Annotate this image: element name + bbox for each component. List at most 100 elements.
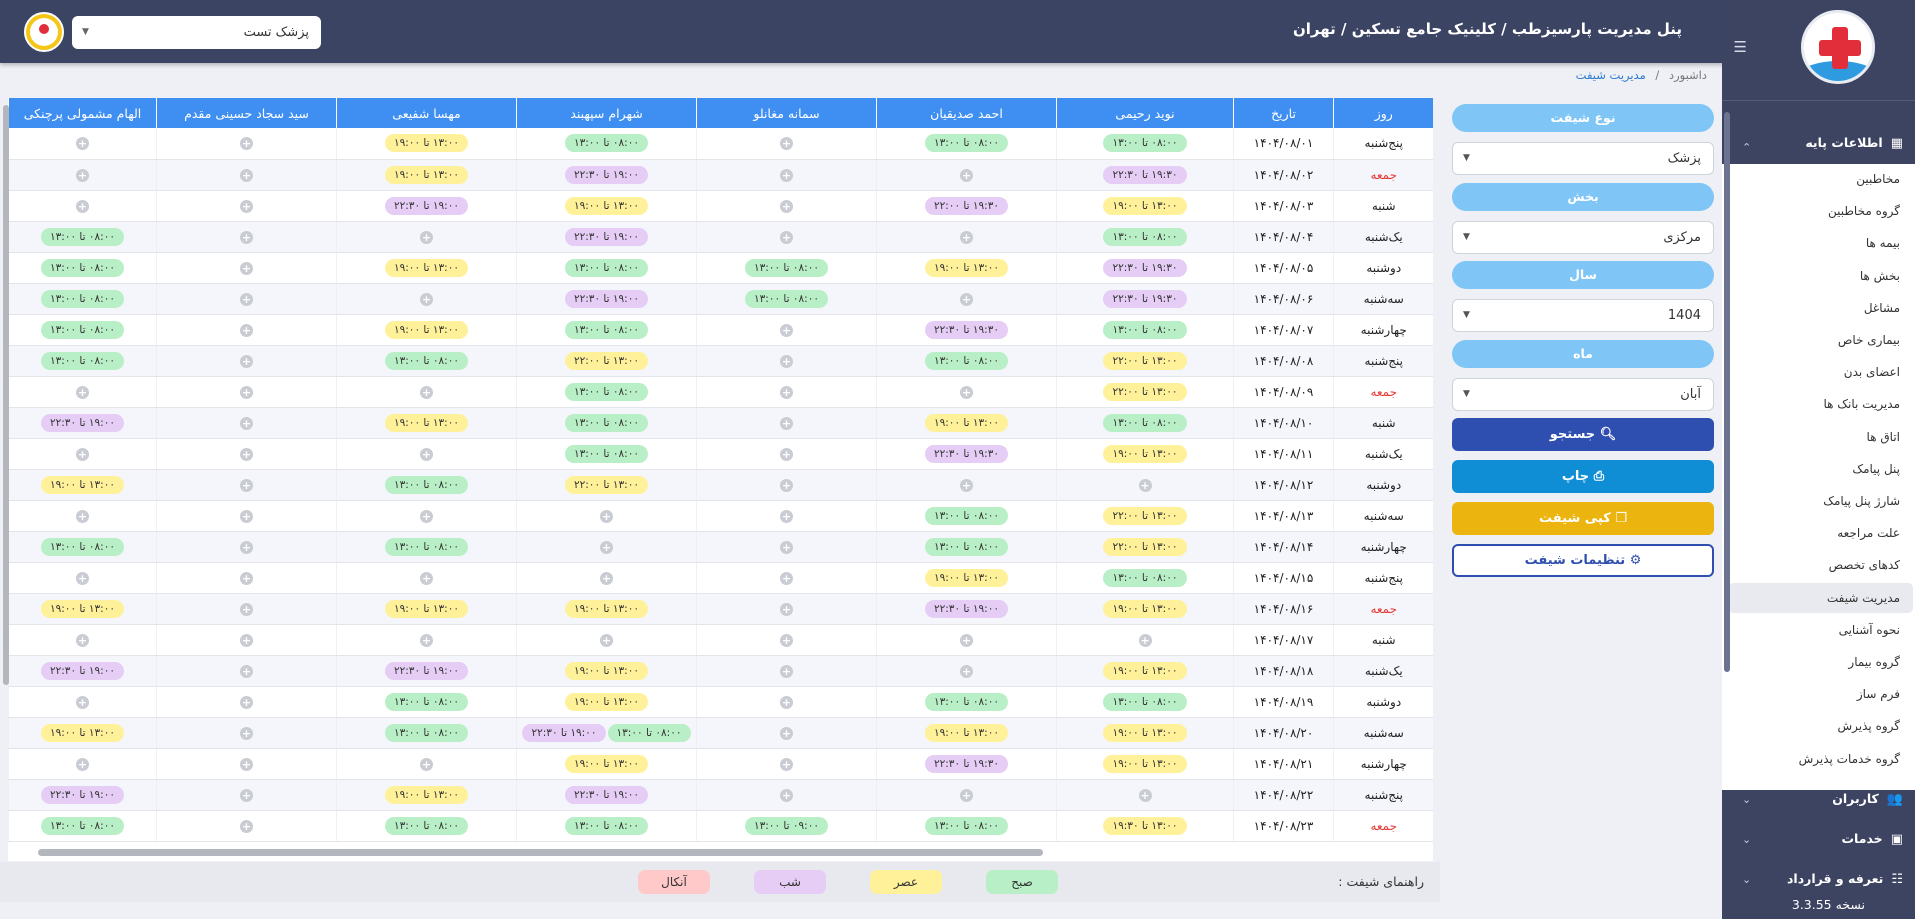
add-shift-icon[interactable]: + xyxy=(240,292,253,306)
shift-pill[interactable]: ۱۳:۰۰ تا ۱۹:۰۰ xyxy=(924,413,1008,432)
shift-cell[interactable]: + xyxy=(696,748,877,780)
shift-pill[interactable]: ۱۳:۰۰ تا ۱۹:۰۰ xyxy=(924,258,1008,277)
shift-cell[interactable]: + xyxy=(156,407,337,439)
add-shift-icon[interactable]: + xyxy=(420,230,433,244)
add-shift-icon[interactable]: + xyxy=(780,447,793,461)
shift-pill[interactable]: ۱۳:۰۰ تا ۱۹:۳۰ xyxy=(1103,816,1187,835)
add-shift-icon[interactable]: + xyxy=(240,416,253,430)
add-shift-icon[interactable]: + xyxy=(780,664,793,678)
shift-type-select[interactable]: پزشک ▼ xyxy=(1452,142,1714,175)
shift-cell[interactable]: + xyxy=(156,190,337,222)
shift-cell[interactable]: ۱۳:۰۰ تا ۱۹:۰۰ xyxy=(336,407,517,439)
shift-pill[interactable]: ۱۳:۰۰ تا ۱۹:۰۰ xyxy=(40,599,124,618)
add-shift-icon[interactable]: + xyxy=(780,540,793,554)
shift-cell[interactable]: + xyxy=(8,686,157,718)
shift-cell[interactable]: ۰۸:۰۰ تا ۱۳:۰۰ xyxy=(336,810,517,842)
shift-cell[interactable]: ۰۸:۰۰ تا ۱۳:۰۰ xyxy=(876,810,1057,842)
shift-pill[interactable]: ۱۹:۰۰ تا ۲۲:۳۰ xyxy=(924,599,1008,618)
shift-pill[interactable]: ۱۹:۰۰ تا ۲۲:۳۰ xyxy=(564,785,648,804)
shift-cell[interactable]: + xyxy=(696,500,877,532)
column-header[interactable]: سید سجاد حسینی مقدم xyxy=(156,98,337,128)
shift-cell[interactable]: + xyxy=(156,624,337,656)
add-shift-icon[interactable]: + xyxy=(76,199,89,213)
shift-cell[interactable]: ۱۹:۰۰ تا ۲۲:۳۰ xyxy=(8,655,157,687)
add-shift-icon[interactable]: + xyxy=(76,509,89,523)
shift-pill[interactable]: ۱۳:۰۰ تا ۱۹:۰۰ xyxy=(924,568,1008,587)
shift-cell[interactable]: ۰۸:۰۰ تا ۱۳:۰۰ xyxy=(876,128,1057,160)
add-shift-icon[interactable]: + xyxy=(240,230,253,244)
shift-cell[interactable]: ۱۳:۰۰ تا ۱۹:۰۰ xyxy=(1056,593,1234,625)
column-header[interactable]: الهام مشمولی پرچنکی xyxy=(8,98,157,128)
sidebar-item[interactable]: مشاغل xyxy=(1863,300,1900,315)
shift-pill[interactable]: ۱۹:۰۰ تا ۲۲:۳۰ xyxy=(384,196,468,215)
shift-cell[interactable]: ۰۸:۰۰ تا ۱۳:۰۰ xyxy=(516,376,697,408)
shift-cell[interactable]: ۰۸:۰۰ تا ۱۳:۰۰ xyxy=(336,531,517,563)
shift-cell[interactable]: ۱۳:۰۰ تا ۱۹:۰۰ xyxy=(1056,438,1234,470)
column-header[interactable]: نوید رحیمی xyxy=(1056,98,1234,128)
shift-pill[interactable]: ۰۸:۰۰ تا ۱۳:۰۰ xyxy=(384,537,468,556)
shift-cell[interactable]: ۰۹:۰۰ تا ۱۳:۰۰ xyxy=(696,810,877,842)
shift-cell[interactable]: + xyxy=(696,717,877,749)
shift-pill[interactable]: ۰۸:۰۰ تا ۱۳:۰۰ xyxy=(924,506,1008,525)
add-shift-icon[interactable]: + xyxy=(1138,633,1152,647)
shift-cell[interactable]: ۱۹:۰۰ تا ۲۲:۳۰ xyxy=(516,779,697,811)
shift-cell[interactable]: ۱۹:۰۰ تا ۲۲:۳۰ xyxy=(516,283,697,315)
shift-cell[interactable]: ۱۹:۰۰ تا ۲۲:۳۰ xyxy=(336,655,517,687)
add-shift-icon[interactable]: + xyxy=(420,292,433,306)
shift-cell[interactable]: + xyxy=(696,128,877,160)
shift-pill[interactable]: ۱۳:۰۰ تا ۱۹:۰۰ xyxy=(1103,599,1187,618)
shift-cell[interactable]: ۱۳:۰۰ تا ۱۹:۰۰ xyxy=(516,748,697,780)
shift-pill[interactable]: ۱۳:۰۰ تا ۱۹:۰۰ xyxy=(1103,196,1187,215)
shift-cell[interactable]: + xyxy=(8,624,157,656)
shift-pill[interactable]: ۱۹:۳۰ تا ۲۲:۳۰ xyxy=(1103,165,1187,184)
column-header[interactable]: احمد صدیقیان xyxy=(876,98,1057,128)
dept-select[interactable]: مرکزی ▼ xyxy=(1452,221,1714,254)
sidebar-item[interactable]: بیماری خاص xyxy=(1837,333,1900,347)
shift-cell[interactable]: ۰۸:۰۰ تا ۱۳:۰۰ xyxy=(696,283,877,315)
shift-pill[interactable]: ۱۹:۳۰ تا ۲۲:۰۰ xyxy=(924,196,1008,215)
shift-cell[interactable]: ۱۳:۰۰ تا ۱۹:۰۰ xyxy=(1056,190,1234,222)
sidebar-item[interactable]: پنل پیامک xyxy=(1852,461,1900,476)
shift-cell[interactable]: ۰۸:۰۰ تا ۱۳:۰۰ xyxy=(1056,128,1234,160)
add-shift-icon[interactable]: + xyxy=(76,757,89,771)
add-shift-icon[interactable]: + xyxy=(960,292,973,306)
shift-cell[interactable]: + xyxy=(696,190,877,222)
shift-cell[interactable]: + xyxy=(1056,779,1234,811)
add-shift-icon[interactable]: + xyxy=(240,788,253,802)
add-shift-icon[interactable]: + xyxy=(240,447,253,461)
shift-cell[interactable]: + xyxy=(696,314,877,346)
add-shift-icon[interactable]: + xyxy=(780,354,793,368)
add-shift-icon[interactable]: + xyxy=(240,602,253,616)
shift-pill[interactable]: ۰۸:۰۰ تا ۱۳:۰۰ xyxy=(40,351,124,370)
shift-cell[interactable]: ۰۸:۰۰ تا ۱۳:۰۰ xyxy=(1056,562,1234,594)
shift-cell[interactable]: ۱۳:۰۰ تا ۱۹:۰۰ xyxy=(516,686,697,718)
shift-cell[interactable]: ۱۳:۰۰ تا ۱۹:۰۰ xyxy=(876,562,1057,594)
shift-cell[interactable]: ۱۹:۰۰ تا ۲۲:۳۰ xyxy=(336,190,517,222)
sidebar-item[interactable]: مدیریت بانک ها xyxy=(1823,397,1901,412)
shift-pill[interactable]: ۱۳:۰۰ تا ۲۲:۰۰ xyxy=(1103,351,1187,370)
shift-pill[interactable]: ۱۳:۰۰ تا ۱۹:۰۰ xyxy=(924,723,1008,742)
shift-pill[interactable]: ۰۸:۰۰ تا ۱۳:۰۰ xyxy=(1103,227,1187,246)
shift-pill[interactable]: ۰۸:۰۰ تا ۱۳:۰۰ xyxy=(924,537,1008,556)
shift-cell[interactable]: + xyxy=(336,500,517,532)
sidebar-section-users[interactable]: 👥 کاربران xyxy=(1832,791,1903,807)
shift-pill[interactable]: ۱۳:۰۰ تا ۱۹:۰۰ xyxy=(384,599,468,618)
sidebar-item[interactable]: مخاطبین xyxy=(1856,172,1900,186)
add-shift-icon[interactable]: + xyxy=(780,571,793,585)
shift-pill[interactable]: ۰۸:۰۰ تا ۱۳:۰۰ xyxy=(564,258,648,277)
add-shift-icon[interactable]: + xyxy=(780,230,793,244)
shift-cell[interactable]: + xyxy=(876,159,1057,191)
shift-cell[interactable]: ۱۹:۰۰ تا ۲۲:۳۰ xyxy=(876,593,1057,625)
shift-pill[interactable]: ۰۸:۰۰ تا ۱۳:۰۰ xyxy=(924,816,1008,835)
add-shift-icon[interactable]: + xyxy=(420,447,433,461)
shift-pill[interactable]: ۱۹:۳۰ تا ۲۲:۳۰ xyxy=(924,444,1008,463)
shift-cell[interactable]: ۰۸:۰۰ تا ۱۳:۰۰ xyxy=(516,128,697,160)
shift-cell[interactable]: + xyxy=(156,717,337,749)
shift-pill[interactable]: ۰۸:۰۰ تا ۱۳:۰۰ xyxy=(1103,568,1187,587)
shift-pill[interactable]: ۱۹:۰۰ تا ۲۲:۳۰ xyxy=(564,289,648,308)
shift-cell[interactable]: ۰۸:۰۰ تا ۱۳:۰۰ xyxy=(8,345,157,377)
shift-cell[interactable]: ۱۳:۰۰ تا ۱۹:۰۰ xyxy=(516,593,697,625)
shift-pill[interactable]: ۰۸:۰۰ تا ۱۳:۰۰ xyxy=(924,134,1008,153)
sidebar-item[interactable]: گروه خدمات پذیرش xyxy=(1798,751,1900,766)
shift-pill[interactable]: ۱۹:۰۰ تا ۲۲:۳۰ xyxy=(40,785,124,804)
